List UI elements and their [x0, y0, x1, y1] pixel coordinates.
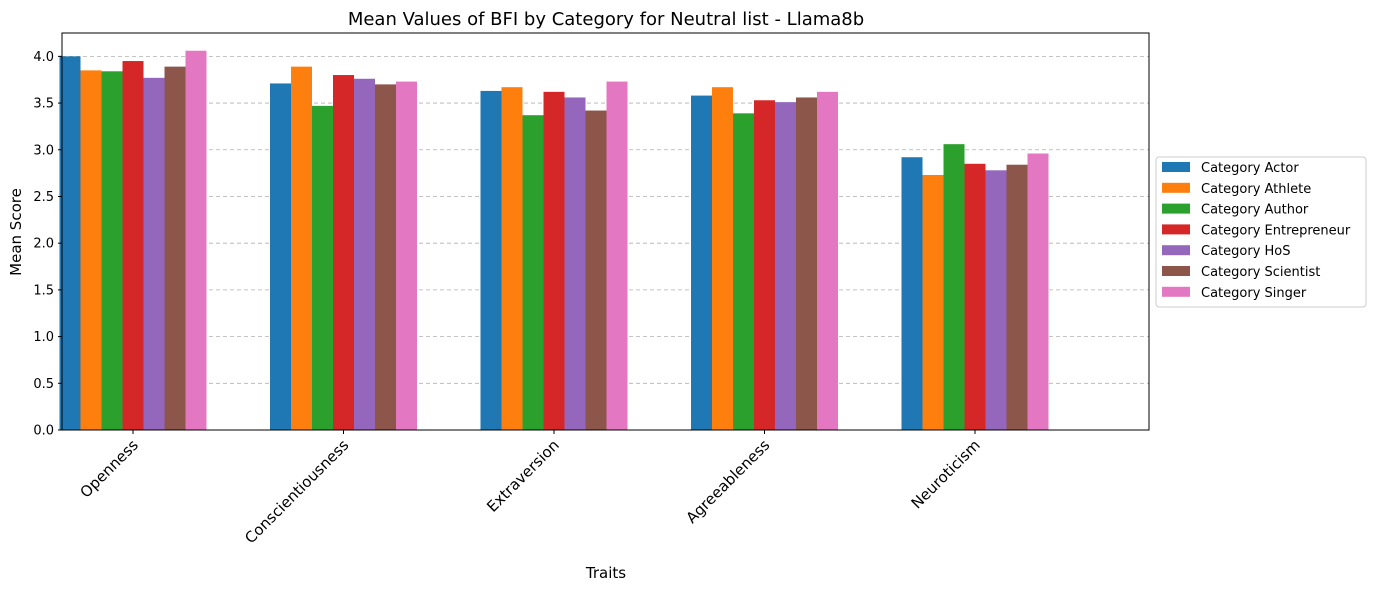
legend-label: Category Entrepreneur	[1201, 223, 1351, 238]
x-axis-label: Traits	[585, 564, 626, 582]
bar	[396, 81, 417, 430]
bar	[964, 163, 986, 430]
bars	[59, 50, 1049, 431]
bar	[59, 56, 81, 431]
legend-swatch	[1162, 203, 1190, 214]
bar	[943, 144, 965, 430]
bar	[480, 90, 502, 431]
bar	[143, 77, 165, 430]
x-tick-label: Agreeableness	[682, 436, 773, 527]
x-tick-labels: Openness Conscientiousness Extraversion Agr…	[76, 436, 983, 547]
legend-label: Category Scientist	[1201, 265, 1320, 280]
legend-label: Category HoS	[1201, 244, 1291, 259]
bar	[606, 81, 628, 430]
legend: Category Actor Category Athlete Category A…	[1155, 156, 1367, 308]
legend-label: Category Athlete	[1201, 182, 1311, 197]
y-tick-label: 4.0	[33, 50, 54, 65]
bar	[101, 71, 123, 430]
legend-label: Category Singer	[1201, 286, 1307, 301]
bar	[564, 97, 586, 431]
legend-swatch	[1162, 224, 1190, 235]
x-tick-label: Openness	[76, 436, 141, 501]
y-tick-label: 2.0	[33, 237, 54, 252]
bar	[122, 61, 144, 430]
bar	[585, 110, 607, 430]
bar	[80, 70, 102, 430]
legend-swatch	[1162, 245, 1190, 256]
bar	[522, 115, 544, 430]
legend-swatch	[1162, 286, 1190, 297]
legend-label: Category Author	[1201, 203, 1309, 218]
y-tick-label: 0.0	[33, 424, 54, 439]
y-tick-label: 1.0	[33, 330, 54, 345]
plot-frame	[61, 32, 1150, 431]
bar	[712, 87, 733, 430]
bar	[985, 170, 1007, 430]
y-axis-label: Mean Score	[7, 188, 25, 276]
bar	[164, 66, 186, 430]
bar	[1006, 164, 1028, 431]
x-tick-label: Conscientiousness	[241, 436, 352, 547]
bar	[312, 105, 333, 430]
legend-swatch	[1162, 162, 1190, 172]
bar	[901, 157, 923, 430]
y-tick-label: 3.0	[33, 143, 54, 158]
bar	[691, 95, 712, 431]
bar	[333, 75, 354, 431]
axes	[58, 32, 1150, 434]
bar	[501, 87, 523, 430]
bar	[775, 102, 796, 431]
bar	[817, 91, 838, 430]
chart-title: Mean Values of BFI by Category for Neutr…	[348, 9, 864, 30]
bar	[543, 91, 565, 430]
legend-box	[1155, 156, 1367, 308]
bar	[354, 78, 375, 431]
y-tick-label: 3.5	[33, 97, 54, 112]
y-tick-label: 2.5	[33, 190, 54, 205]
bar	[375, 84, 396, 431]
y-tick-label: 0.5	[33, 377, 54, 392]
legend-swatch	[1162, 266, 1190, 276]
legend-label: Category Actor	[1201, 161, 1299, 176]
bar	[185, 50, 207, 431]
y-tick-labels: 0.0 0.5 1.0 1.5 2.0 2.5 3.0 3.5 4.0	[33, 50, 54, 439]
bar	[291, 66, 312, 430]
bar	[922, 174, 944, 430]
x-tick-label: Neuroticism	[908, 436, 984, 512]
bar	[270, 83, 291, 430]
bar	[1027, 153, 1049, 431]
bar	[733, 113, 754, 431]
bar	[796, 97, 817, 431]
x-tick-label: Extraversion	[483, 436, 563, 516]
legend-swatch	[1162, 182, 1190, 193]
y-tick-label: 1.5	[33, 283, 54, 298]
bar	[754, 100, 775, 430]
